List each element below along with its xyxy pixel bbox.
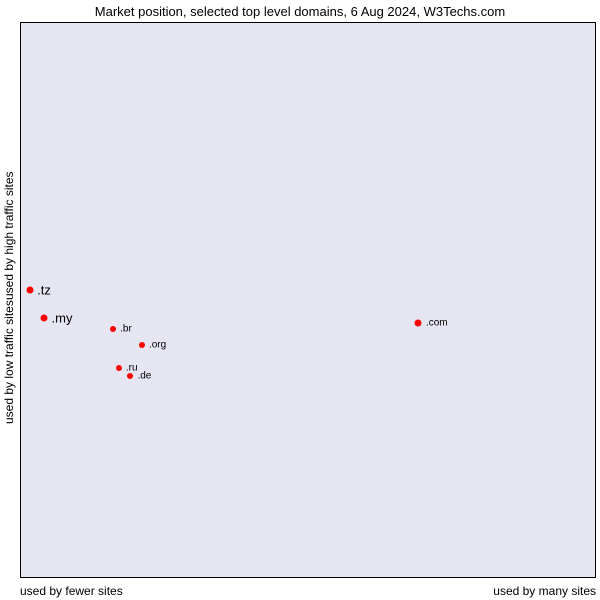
data-point <box>116 365 122 371</box>
data-point-label: .org <box>149 340 166 351</box>
data-point <box>139 342 145 348</box>
x-axis-label-right: used by many sites <box>493 584 596 598</box>
data-point <box>110 326 116 332</box>
data-point-label: .com <box>426 318 448 329</box>
data-point <box>26 286 33 293</box>
data-point-label: .my <box>52 310 73 325</box>
data-point <box>415 320 422 327</box>
data-point-label: .tz <box>37 282 51 297</box>
data-point-label: .ru <box>126 362 138 373</box>
x-axis-label-left: used by fewer sites <box>20 584 123 598</box>
data-point <box>41 314 48 321</box>
chart-container: Market position, selected top level doma… <box>0 0 600 600</box>
data-point-label: .de <box>137 371 151 382</box>
chart-title: Market position, selected top level doma… <box>0 4 600 19</box>
plot-area: .tz.my .br .org .ru.de .com <box>20 22 596 578</box>
data-point-label: .br <box>120 323 132 334</box>
y-axis-label-top: used by high traffic sites <box>2 22 16 300</box>
y-axis-label-bottom: used by low traffic sites <box>2 300 16 578</box>
data-point <box>127 373 133 379</box>
